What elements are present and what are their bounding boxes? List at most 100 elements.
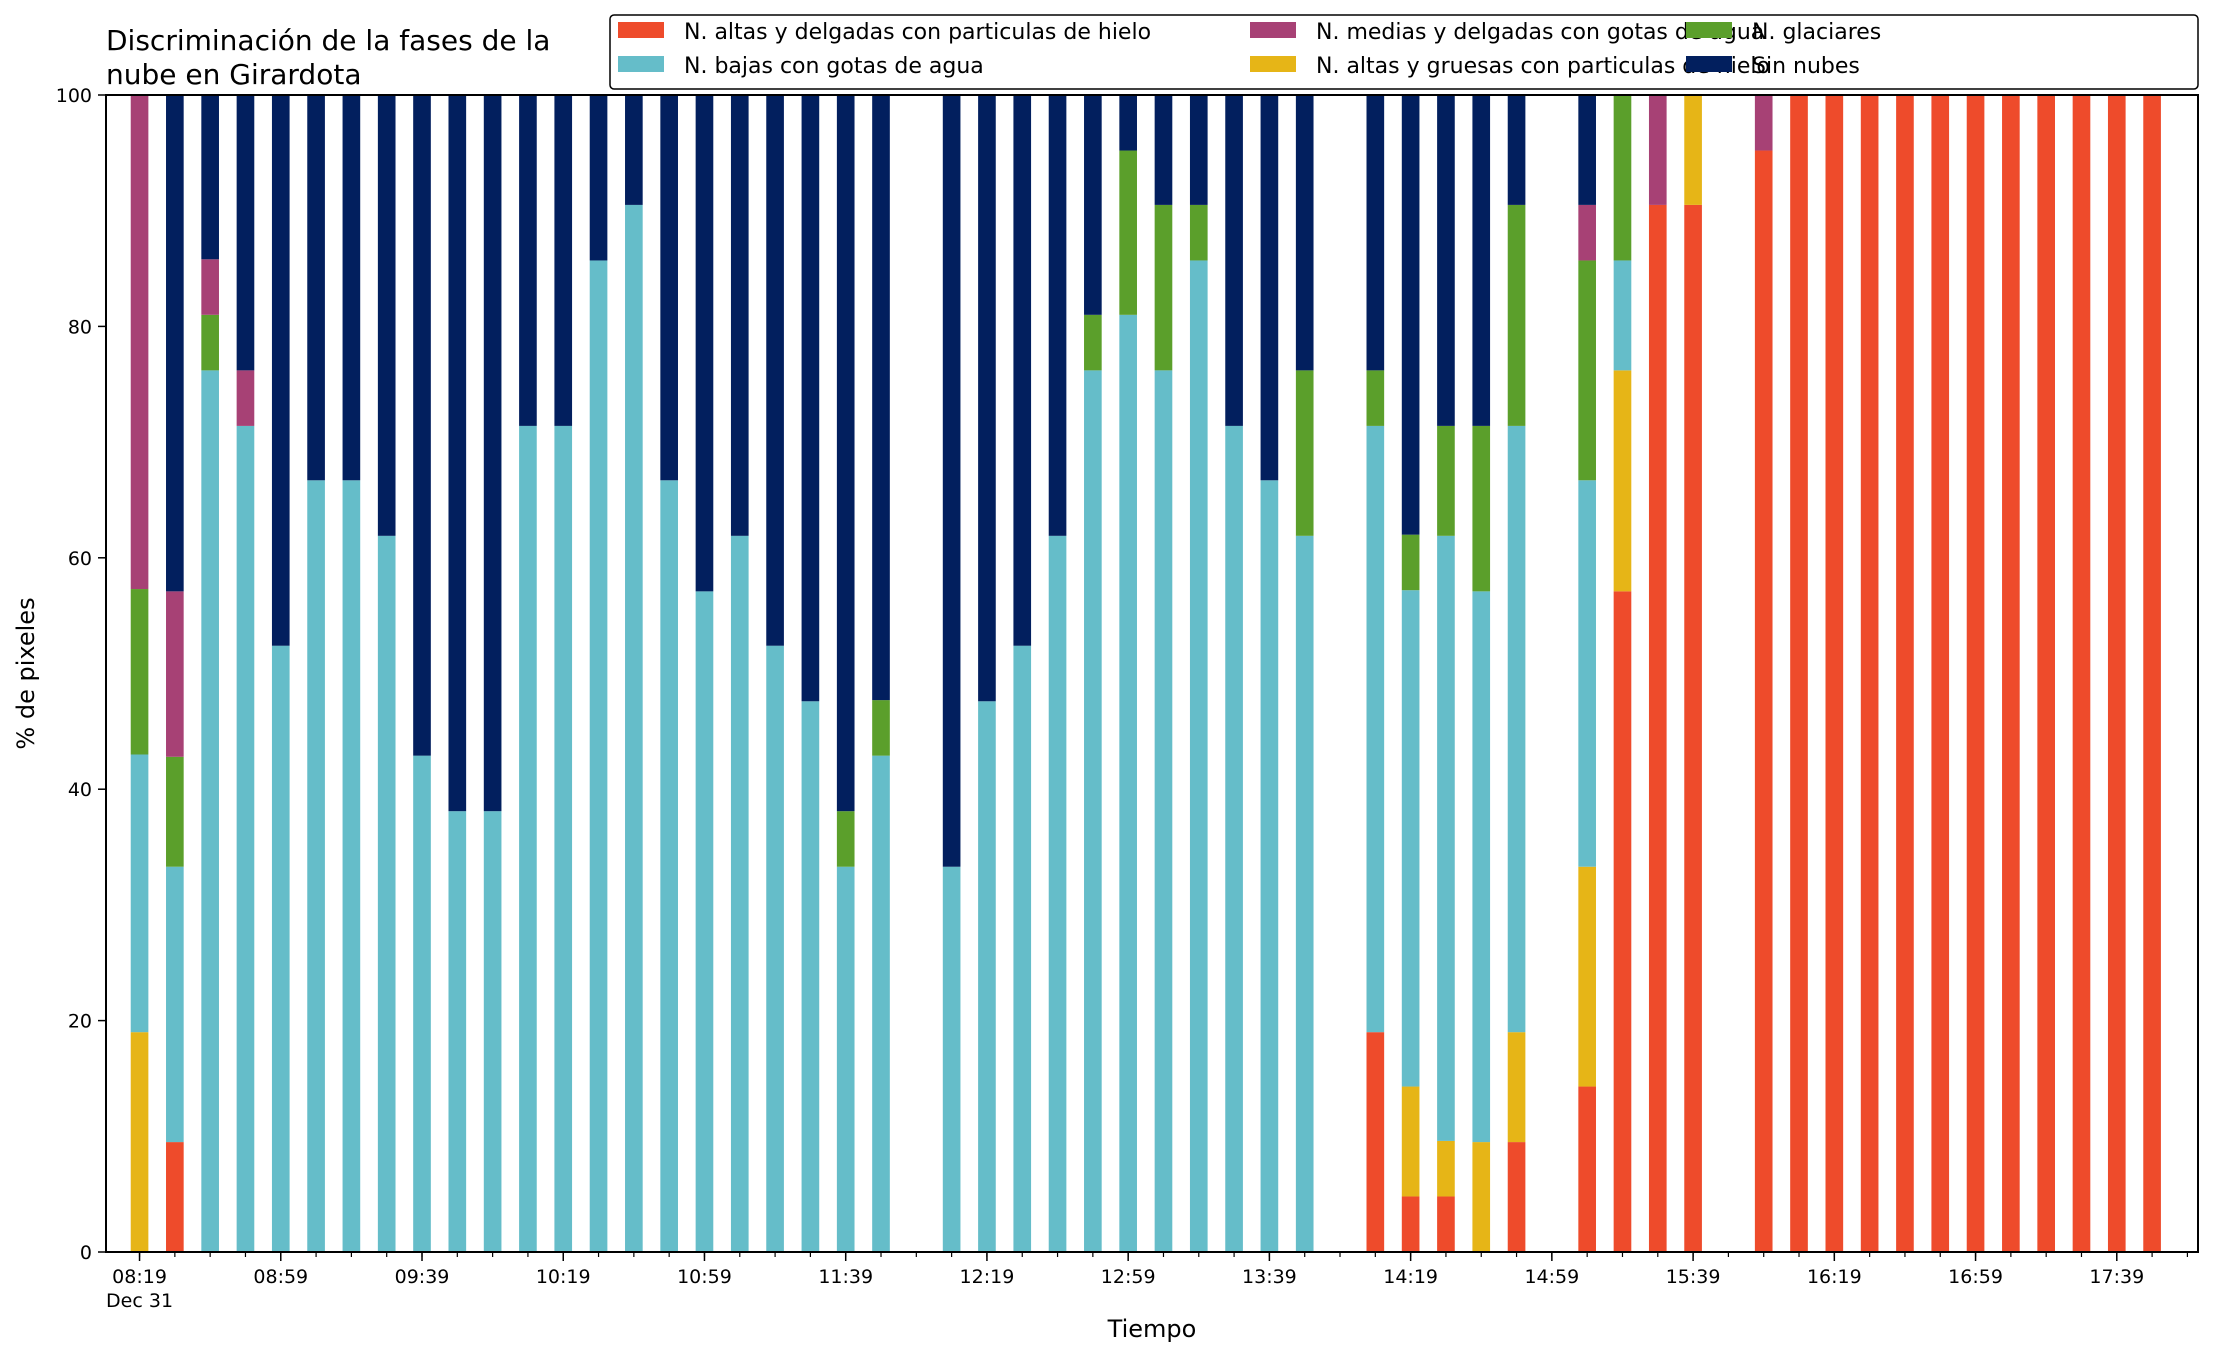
bar-segment-sin_nubes — [1048, 95, 1067, 536]
bar-segment-sin_nubes — [1437, 95, 1455, 426]
bar-segment-sin_nubes — [695, 95, 714, 592]
bar-segment-bajas — [1225, 425, 1243, 1252]
bar-segment-bajas — [307, 480, 325, 1252]
bar-segment-glaciares — [1366, 370, 1385, 426]
x-tick-label: 12:19 — [960, 1266, 1015, 1288]
x-tick-label: 10:19 — [536, 1266, 591, 1288]
bar-segment-bajas — [201, 370, 219, 1252]
bar-segment-altas_delgadas — [1684, 204, 1702, 1252]
bar-segment-sin_nubes — [236, 95, 255, 371]
bar-segment-sin_nubes — [625, 95, 643, 205]
bar-segment-glaciares — [1578, 260, 1596, 481]
bar-segment-sin_nubes — [1225, 95, 1243, 426]
y-tick-label: 20 — [68, 1011, 92, 1033]
bar-segment-glaciares — [1154, 204, 1173, 371]
legend-box — [609, 14, 2199, 90]
bar-segment-sin_nubes — [801, 95, 820, 702]
bar-segment-glaciares — [1437, 425, 1455, 536]
legend-label-glaciares: N. glaciares — [1752, 20, 1881, 45]
x-tick-label: 14:59 — [1524, 1266, 1579, 1288]
bar-segment-glaciares — [1472, 425, 1491, 592]
bar-segment-altas_delgadas — [2072, 95, 2091, 1252]
bar-segment-altas_delgadas — [2143, 95, 2161, 1252]
bar-segment-bajas — [1048, 535, 1067, 1252]
bar-segment-sin_nubes — [589, 95, 608, 261]
bar-segment-altas_gruesas — [1684, 95, 1702, 205]
legend-label-altas_delgadas: N. altas y delgadas con particulas de hi… — [684, 20, 1151, 45]
legend-swatch-medias — [1250, 22, 1296, 38]
bar-segment-altas_gruesas — [1507, 1032, 1526, 1143]
bar-segment-bajas — [766, 645, 784, 1252]
bar-segment-bajas — [836, 866, 855, 1252]
bar-segment-glaciares — [1084, 314, 1102, 371]
legend-swatch-altas_delgadas — [618, 22, 664, 38]
bar-segment-bajas — [448, 811, 467, 1252]
bar-segment-glaciares — [1295, 370, 1314, 536]
bar-segment-sin_nubes — [1401, 95, 1420, 535]
bar-segment-bajas — [801, 701, 820, 1252]
bar-segment-altas_gruesas — [1472, 1142, 1491, 1252]
bar-segment-bajas — [1578, 480, 1596, 867]
x-tick-label: 09:39 — [395, 1266, 450, 1288]
bar-segment-altas_delgadas — [166, 1142, 184, 1252]
bar-segment-altas_delgadas — [1931, 95, 1950, 1252]
bar-segment-bajas — [1189, 260, 1208, 1252]
bar-segment-altas_delgadas — [2107, 95, 2126, 1252]
bar-segment-glaciares — [1507, 204, 1526, 426]
bar-segment-altas_delgadas — [2037, 95, 2055, 1252]
bar-segment-altas_gruesas — [1437, 1140, 1455, 1197]
bar-segment-bajas — [1507, 425, 1526, 1033]
bar-segment-sin_nubes — [448, 95, 467, 812]
y-tick-label: 80 — [68, 316, 92, 338]
bar-segment-sin_nubes — [872, 95, 890, 701]
bar-segment-altas_delgadas — [1754, 150, 1773, 1252]
bar-segment-bajas — [1366, 425, 1385, 1033]
bar-segment-sin_nubes — [554, 95, 573, 426]
bar-segment-medias — [1578, 204, 1596, 261]
bar-segment-sin_nubes — [413, 95, 431, 756]
bar-segment-glaciares — [130, 589, 149, 755]
bar-segment-sin_nubes — [519, 95, 537, 426]
bar-segment-glaciares — [1613, 95, 1632, 261]
legend-swatch-bajas — [618, 56, 664, 72]
axes-frame — [105, 94, 2199, 1253]
bar-segment-bajas — [1154, 370, 1173, 1252]
bar-segment-sin_nubes — [307, 95, 325, 481]
bar-segment-sin_nubes — [166, 95, 184, 592]
y-tick-label: 60 — [68, 548, 92, 570]
bar-segment-glaciares — [836, 811, 855, 867]
bar-segment-bajas — [1260, 480, 1279, 1252]
legend-label-bajas: N. bajas con gotas de agua — [684, 54, 984, 79]
bar-segment-bajas — [1013, 645, 1032, 1252]
bar-segment-bajas — [236, 425, 255, 1252]
bar-segment-sin_nubes — [1189, 95, 1208, 205]
bar-segment-sin_nubes — [271, 95, 290, 646]
bar-segment-sin_nubes — [1366, 95, 1385, 371]
bar-segment-bajas — [660, 480, 678, 1252]
bar-segment-glaciares — [201, 314, 219, 371]
bar-segment-bajas — [1295, 535, 1314, 1252]
bar-segment-bajas — [1401, 590, 1420, 1087]
bar-segment-altas_delgadas — [1896, 95, 1914, 1252]
legend-label-sin_nubes: Sin nubes — [1752, 54, 1860, 79]
bar-segment-sin_nubes — [766, 95, 784, 646]
x-tick-label: 17:39 — [2089, 1266, 2144, 1288]
y-tick-label: 0 — [80, 1242, 92, 1264]
bar-segment-glaciares — [166, 756, 184, 867]
legend-swatch-glaciares — [1686, 22, 1732, 38]
bar-segment-sin_nubes — [483, 95, 502, 812]
bar-segment-sin_nubes — [342, 95, 361, 481]
legend-swatch-sin_nubes — [1686, 56, 1732, 72]
bar-segment-bajas — [730, 535, 749, 1252]
bar-segment-medias — [166, 591, 184, 757]
bar-segment-sin_nubes — [1260, 95, 1279, 481]
bars-layer — [130, 95, 2161, 1253]
bar-segment-bajas — [978, 701, 996, 1252]
x-tick-label: 08:59 — [253, 1266, 308, 1288]
bar-segment-bajas — [695, 591, 714, 1252]
chart-title-line-2: nube en Girardota — [106, 58, 361, 91]
bar-segment-altas_gruesas — [1578, 866, 1596, 1087]
bar-segment-sin_nubes — [1578, 95, 1596, 205]
